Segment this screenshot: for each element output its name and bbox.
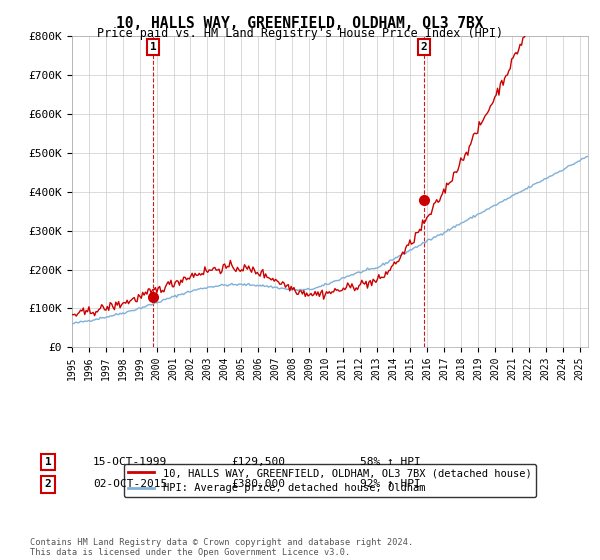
Text: Contains HM Land Registry data © Crown copyright and database right 2024.
This d: Contains HM Land Registry data © Crown c… [30, 538, 413, 557]
Legend: 10, HALLS WAY, GREENFIELD, OLDHAM, OL3 7BX (detached house), HPI: Average price,: 10, HALLS WAY, GREENFIELD, OLDHAM, OL3 7… [124, 464, 536, 497]
Text: Price paid vs. HM Land Registry's House Price Index (HPI): Price paid vs. HM Land Registry's House … [97, 27, 503, 40]
Text: 02-OCT-2015: 02-OCT-2015 [93, 479, 167, 489]
Text: 10, HALLS WAY, GREENFIELD, OLDHAM, OL3 7BX: 10, HALLS WAY, GREENFIELD, OLDHAM, OL3 7… [116, 16, 484, 31]
Text: 2: 2 [44, 479, 52, 489]
Text: £380,000: £380,000 [231, 479, 285, 489]
Text: 58% ↑ HPI: 58% ↑ HPI [360, 457, 421, 467]
Text: 1: 1 [149, 42, 157, 52]
Text: £129,500: £129,500 [231, 457, 285, 467]
Text: 15-OCT-1999: 15-OCT-1999 [93, 457, 167, 467]
Text: 92% ↑ HPI: 92% ↑ HPI [360, 479, 421, 489]
Text: 2: 2 [421, 42, 427, 52]
Text: 1: 1 [44, 457, 52, 467]
